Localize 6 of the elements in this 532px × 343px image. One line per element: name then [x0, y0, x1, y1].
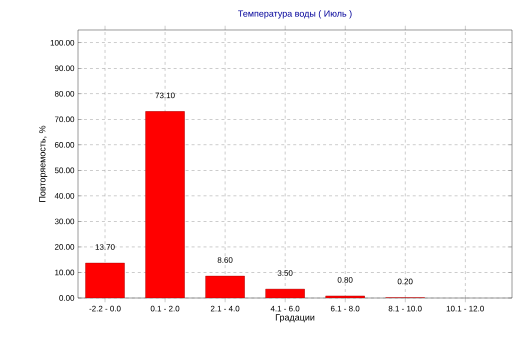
bar	[145, 111, 185, 298]
x-axis-title: Градации	[276, 314, 314, 322]
bar	[85, 262, 125, 298]
chart-title: Температура воды ( Июль )	[238, 10, 352, 19]
bar	[205, 276, 245, 298]
y-axis-title: Повторяемость, %	[39, 126, 48, 202]
